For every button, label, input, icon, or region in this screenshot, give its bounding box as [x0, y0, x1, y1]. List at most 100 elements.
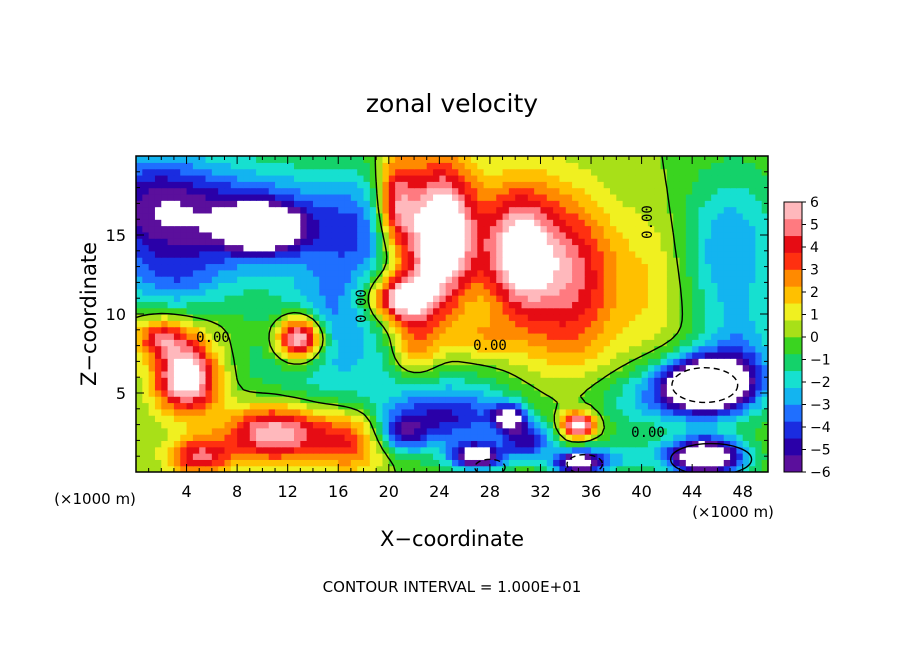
- heatmap-cell: [483, 181, 491, 189]
- heatmap-cell: [237, 402, 245, 410]
- heatmap-cell: [704, 415, 712, 423]
- heatmap-cell: [192, 219, 200, 227]
- heatmap-cell: [527, 244, 535, 252]
- heatmap-cell: [515, 389, 523, 397]
- heatmap-cell: [698, 415, 706, 423]
- heatmap-cell: [395, 174, 403, 182]
- heatmap-cell: [546, 446, 554, 454]
- heatmap-cell: [262, 314, 270, 321]
- heatmap-cell: [698, 168, 706, 176]
- heatmap-cell: [742, 168, 750, 176]
- heatmap-cell: [483, 162, 491, 170]
- heatmap-cell: [281, 345, 289, 353]
- heatmap-cell: [281, 257, 289, 265]
- heatmap-cell: [654, 231, 662, 239]
- heatmap-cell: [736, 212, 744, 220]
- heatmap-cell: [275, 351, 282, 359]
- heatmap-cell: [306, 219, 314, 227]
- heatmap-cell: [749, 263, 756, 271]
- heatmap-cell: [268, 181, 276, 189]
- heatmap-cell: [338, 174, 346, 182]
- heatmap-cell: [395, 276, 403, 283]
- heatmap-cell: [565, 459, 573, 467]
- heatmap-cell: [508, 156, 516, 163]
- heatmap-cell: [704, 295, 712, 302]
- heatmap-cell: [395, 238, 403, 246]
- heatmap-cell: [515, 269, 523, 277]
- heatmap-cell: [660, 314, 668, 321]
- heatmap-cell: [426, 231, 434, 239]
- heatmap-cell: [616, 288, 624, 296]
- heatmap-cell: [458, 219, 466, 227]
- heatmap-cell: [262, 320, 270, 328]
- heatmap-cell: [331, 415, 339, 423]
- heatmap-cell: [287, 257, 295, 265]
- heatmap-cell: [173, 225, 181, 233]
- heatmap-cell: [388, 377, 396, 385]
- heatmap-cell: [502, 162, 510, 170]
- heatmap-cell: [641, 396, 649, 404]
- heatmap-cell: [142, 269, 150, 277]
- heatmap-cell: [660, 453, 668, 460]
- heatmap-cell: [717, 231, 725, 239]
- heatmap-cell: [610, 351, 617, 359]
- heatmap-cell: [312, 225, 320, 233]
- heatmap-cell: [224, 263, 232, 271]
- heatmap-cell: [755, 263, 763, 271]
- heatmap-cell: [230, 459, 238, 467]
- heatmap-cell: [382, 358, 390, 366]
- heatmap-cell: [142, 231, 150, 239]
- heatmap-cell: [205, 276, 213, 283]
- heatmap-cell: [489, 212, 497, 220]
- heatmap-cell: [685, 358, 693, 366]
- heatmap-cell: [761, 446, 768, 454]
- heatmap-cell: [300, 370, 308, 378]
- heatmap-cell: [635, 276, 643, 283]
- heatmap-cell: [319, 238, 327, 246]
- heatmap-cell: [622, 263, 630, 271]
- heatmap-cell: [717, 326, 725, 334]
- heatmap-cell: [344, 339, 352, 347]
- heatmap-cell: [711, 326, 719, 334]
- heatmap-cell: [173, 187, 181, 195]
- heatmap-cell: [224, 358, 232, 366]
- heatmap-cell: [679, 364, 687, 372]
- heatmap-cell: [711, 377, 719, 385]
- heatmap-cell: [401, 174, 409, 182]
- heatmap-cell: [218, 156, 226, 163]
- heatmap-cell: [173, 250, 181, 258]
- heatmap-cell: [597, 187, 605, 195]
- heatmap-cell: [243, 396, 251, 404]
- heatmap-cell: [407, 314, 415, 321]
- heatmap-cell: [319, 396, 327, 404]
- heatmap-cell: [287, 440, 295, 448]
- heatmap-cell: [420, 250, 428, 258]
- heatmap-cell: [186, 364, 194, 372]
- heatmap-cell: [312, 206, 320, 214]
- heatmap-cell: [572, 459, 579, 467]
- heatmap-cell: [262, 434, 270, 441]
- heatmap-cell: [546, 200, 554, 208]
- heatmap-cell: [275, 257, 282, 265]
- heatmap-cell: [578, 174, 586, 182]
- heatmap-cell: [534, 257, 542, 265]
- heatmap-cell: [439, 276, 447, 283]
- heatmap-cell: [647, 427, 655, 435]
- heatmap-cell: [679, 238, 687, 246]
- heatmap-cell: [717, 219, 725, 227]
- heatmap-cell: [622, 314, 630, 321]
- heatmap-cell: [698, 459, 706, 467]
- heatmap-cell: [312, 446, 320, 454]
- heatmap-cell: [325, 282, 333, 290]
- heatmap-cell: [464, 206, 472, 214]
- heatmap-cell: [508, 332, 516, 340]
- heatmap-cell: [749, 250, 756, 258]
- heatmap-cell: [199, 389, 207, 397]
- heatmap-cell: [344, 440, 352, 448]
- heatmap-cell: [603, 383, 611, 391]
- heatmap-cell: [325, 263, 333, 271]
- heatmap-cell: [211, 238, 219, 246]
- heatmap-cell: [749, 301, 756, 309]
- heatmap-cell: [192, 206, 200, 214]
- heatmap-cell: [243, 225, 251, 233]
